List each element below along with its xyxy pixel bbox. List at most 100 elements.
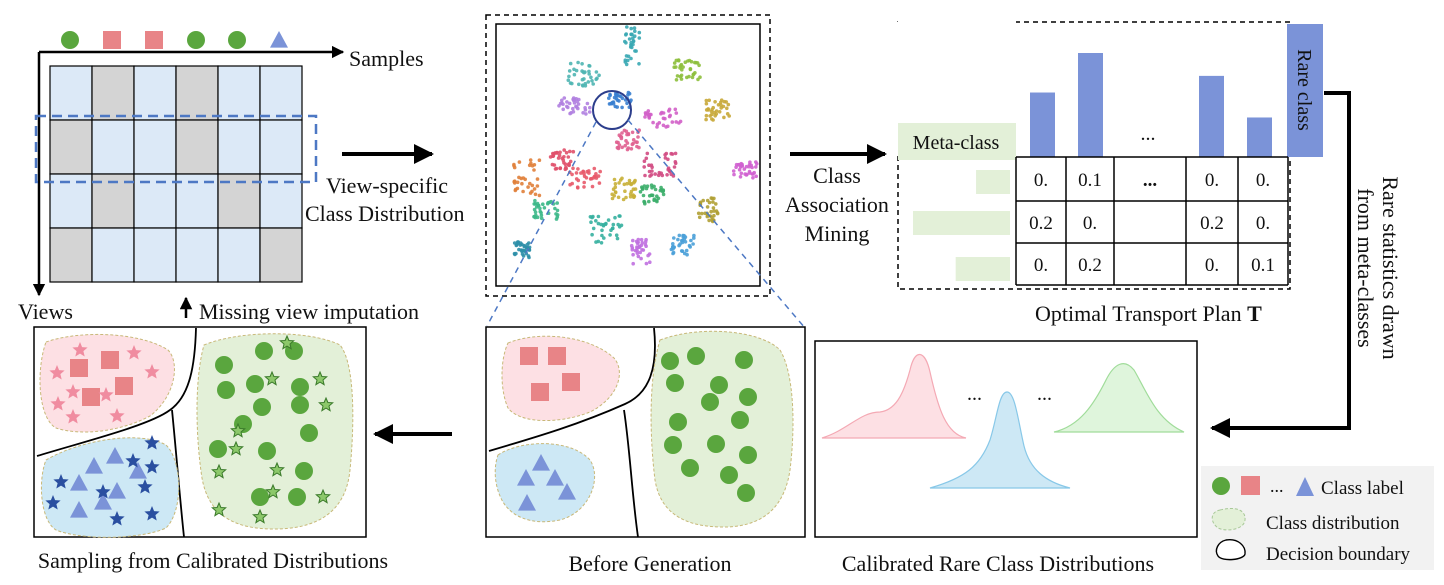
embedding-point [623, 189, 627, 193]
star-icon [49, 365, 65, 380]
star-icon [126, 345, 142, 360]
embedding-frame [495, 23, 761, 287]
embedding-point [644, 156, 649, 161]
star-icon [252, 508, 268, 524]
calibrated-ellipsis-1: ... [967, 383, 982, 405]
table-cell: 0. [1256, 170, 1270, 191]
transport-matrix: 0. 0.1... 0. 0. 0.2 0. 0.2 0. 0. 0.2 0. 0.1 [1015, 156, 1289, 286]
embedding-point [566, 155, 571, 159]
embedding-point [674, 65, 678, 69]
embedding-point [691, 242, 695, 246]
embedding-point [632, 194, 637, 199]
embedding-point [586, 80, 591, 84]
embedding-point [642, 184, 647, 188]
embedding-point [517, 160, 522, 164]
embedding-point [625, 101, 629, 106]
circle-icon [251, 488, 269, 506]
rare-bar [1199, 75, 1224, 157]
meta-bar [955, 257, 1010, 281]
embedding-point [635, 241, 640, 245]
embedding-point [561, 107, 565, 112]
before-blue-region [494, 443, 595, 523]
star-icon [125, 453, 141, 468]
embedding-point [532, 214, 536, 219]
embedding-point [512, 165, 517, 170]
embedding-point [661, 192, 666, 197]
embedding-point [587, 69, 591, 74]
embedding-point [649, 173, 654, 177]
embedding-point [535, 184, 540, 188]
embedding-point [671, 251, 675, 256]
embedding-point [618, 214, 622, 218]
embedding-point [636, 135, 640, 139]
embedding-point [606, 218, 611, 222]
embedding-point [555, 201, 559, 205]
rare-stats-line2: from meta-classes [1353, 188, 1378, 347]
circle-icon [295, 462, 313, 480]
embedding-point [560, 101, 564, 105]
table-cell: 0. [1034, 170, 1048, 191]
embedding-point [620, 176, 624, 181]
embedding-point [678, 119, 683, 124]
circle-icon [687, 347, 705, 365]
embedding-point [622, 128, 627, 133]
embedding-point [620, 131, 624, 135]
embedding-point [620, 105, 624, 110]
calibrated-caption: Calibrated Rare Class Distributions [842, 551, 1154, 576]
embedding-point [631, 138, 636, 142]
embedding-point [719, 106, 723, 110]
embedding-point [526, 185, 530, 189]
embedding-point [552, 163, 557, 167]
sampling-pink-region [39, 333, 175, 433]
embedding-point [731, 169, 736, 173]
embedding-point [616, 146, 621, 151]
embedding-point [710, 196, 715, 201]
embedding-point [629, 147, 634, 151]
embedding-point [613, 92, 618, 97]
embedding-point [577, 97, 581, 102]
matrix-cell [133, 227, 177, 283]
embedding-point [636, 237, 641, 242]
embedding-point [607, 96, 611, 100]
embedding-point [609, 228, 613, 232]
embedding-point [704, 101, 709, 106]
embedding-point [647, 199, 651, 204]
embedding-point [734, 162, 739, 167]
embedding-point [641, 193, 646, 198]
embedding-point [683, 60, 688, 64]
embedding-point [700, 211, 704, 216]
bars-ellipsis: ... [1141, 123, 1156, 145]
embedding-point [613, 215, 617, 220]
zoom-line-left [486, 121, 597, 327]
embedding-point [615, 105, 619, 109]
embedding-point [719, 103, 723, 107]
matrix-cell [259, 119, 303, 175]
matrix-cell [49, 65, 93, 121]
table-cell: 0.2 [1200, 213, 1224, 234]
embedding-point [588, 177, 593, 181]
embedding-point [629, 40, 633, 45]
circle-icon [61, 31, 79, 49]
embedding-point [572, 72, 577, 77]
embedding-point [567, 74, 571, 79]
embedding-point [705, 198, 710, 203]
meta-bar [976, 170, 1010, 194]
embedding-point [711, 118, 715, 122]
embedding-point [581, 84, 585, 88]
embedding-point [651, 120, 655, 125]
embedding-point [732, 172, 736, 177]
embedding-point [714, 202, 718, 206]
square-icon [562, 373, 580, 391]
embedding-point [701, 198, 705, 203]
embedding-point [591, 176, 596, 180]
circle-icon [258, 442, 276, 460]
embedding-point [697, 215, 702, 220]
circle-icon [735, 351, 753, 369]
embedding-point [645, 184, 650, 188]
embedding-point [611, 222, 616, 227]
star-icon [50, 396, 66, 411]
embedding-point [521, 189, 525, 194]
embedding-point [539, 216, 544, 221]
embedding-point [689, 238, 693, 243]
embedding-point [530, 164, 535, 168]
